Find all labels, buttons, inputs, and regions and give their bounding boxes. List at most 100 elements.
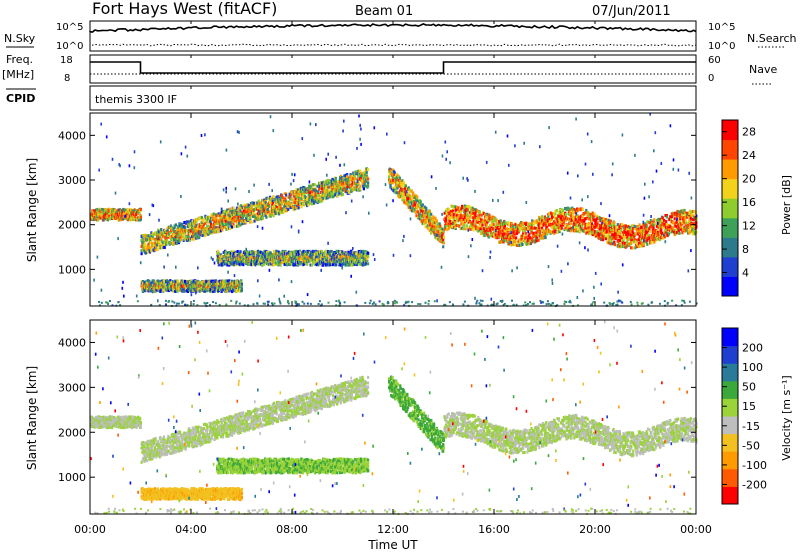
echo-cell	[296, 256, 298, 259]
echo-cell	[282, 196, 284, 199]
echo-cell	[448, 208, 450, 211]
echo-cell	[140, 208, 142, 211]
sky-noise-trace	[90, 24, 696, 32]
echo-cell	[367, 168, 369, 171]
echo-cell	[395, 178, 397, 181]
echo-cell	[177, 280, 179, 283]
freq-series	[90, 62, 696, 74]
echo-cell	[406, 193, 408, 196]
echo-cell	[470, 228, 472, 231]
echo-cell	[423, 214, 425, 217]
echo-cell	[160, 228, 162, 231]
echo-cell	[419, 213, 421, 216]
echo-cell	[306, 198, 308, 201]
cpid-text: themis 3300 IF	[95, 93, 177, 106]
noise-left-tick-top: 10^5	[56, 22, 83, 33]
echo-cell	[485, 217, 487, 220]
echo-cell	[300, 205, 302, 208]
echo-cell	[173, 242, 175, 245]
echo-cell	[195, 233, 197, 236]
echo-cell	[466, 224, 468, 227]
echo-cell	[389, 173, 391, 176]
echo-cell	[483, 227, 485, 230]
echo-cell	[201, 216, 203, 219]
echo-cell	[298, 206, 300, 209]
echo-cell	[268, 205, 270, 208]
echo-cell	[311, 203, 313, 206]
echo-cell	[174, 226, 176, 229]
echo-cell	[420, 200, 422, 203]
echo-cell	[241, 284, 243, 287]
echo-cell	[479, 214, 481, 217]
echo-cell	[192, 222, 194, 225]
echo-cell	[367, 255, 369, 258]
echo-cell	[317, 185, 319, 188]
echo-cell	[314, 183, 316, 186]
echo-cell	[188, 235, 190, 238]
echo-cell	[411, 197, 413, 200]
echo-cell	[221, 255, 223, 258]
echo-cell	[148, 234, 150, 237]
echo-cell	[442, 245, 444, 248]
freq-left-tick-top: 18	[60, 55, 73, 66]
echo-cell	[285, 194, 287, 197]
echo-cell	[396, 191, 398, 194]
n-sky-label: N.Sky	[4, 32, 36, 45]
echo-cell	[321, 250, 323, 253]
echo-cell	[306, 263, 308, 266]
echo-cell	[262, 216, 264, 219]
echo-cell	[336, 250, 338, 253]
echo-cell	[189, 233, 191, 236]
n-search-label: N.Search	[747, 32, 797, 45]
echo-cell	[467, 214, 469, 217]
nave-label: Nave	[749, 63, 777, 76]
search-noise-trace	[90, 44, 696, 46]
echo-cell	[297, 264, 299, 267]
echo-cell	[401, 185, 403, 188]
echo-cell	[468, 205, 470, 208]
echo-cell	[425, 225, 427, 228]
echo-cell	[235, 253, 237, 256]
echo-cell	[367, 252, 369, 255]
freq-right-tick-bottom: 0	[708, 73, 714, 84]
echo-cell	[389, 184, 391, 187]
echo-cell	[491, 223, 493, 226]
echo-cell	[175, 223, 177, 226]
cpid-label: CPID	[6, 92, 35, 105]
power-panel-bg	[90, 113, 696, 306]
echo-cell	[265, 216, 267, 219]
echo-cell	[155, 248, 157, 251]
echo-cell	[436, 219, 438, 222]
echo-cell	[232, 207, 234, 210]
echo-cell	[363, 187, 365, 190]
echo-cell	[425, 207, 427, 210]
echo-cell	[443, 236, 445, 239]
date-label: 07/Jun/2011	[592, 4, 671, 19]
echo-cell	[488, 214, 490, 217]
echo-cell	[180, 238, 182, 241]
echo-cell	[462, 227, 464, 230]
echo-cell	[280, 207, 282, 210]
echo-cell	[367, 185, 369, 188]
echo-cell	[299, 262, 301, 265]
echo-cell	[148, 246, 150, 249]
echo-cell	[479, 211, 481, 214]
noise-left-tick-bottom: 10^0	[56, 41, 83, 52]
echo-cell	[272, 195, 274, 198]
echo-cell	[367, 262, 369, 265]
echo-cell	[430, 213, 432, 216]
echo-cell	[262, 205, 264, 208]
echo-cell	[251, 220, 253, 223]
noise-right-tick-top: 10^5	[708, 22, 735, 33]
echo-cell	[422, 203, 424, 206]
echo-cell	[140, 216, 142, 219]
echo-cell	[166, 279, 168, 282]
echo-cell	[354, 177, 356, 180]
echo-cell	[157, 248, 159, 251]
freq-unit-label: [MHz]	[2, 68, 34, 81]
echo-cell	[141, 252, 143, 255]
echo-cell	[241, 287, 243, 290]
echo-cell	[253, 220, 255, 223]
beam-label: Beam 01	[355, 4, 413, 19]
